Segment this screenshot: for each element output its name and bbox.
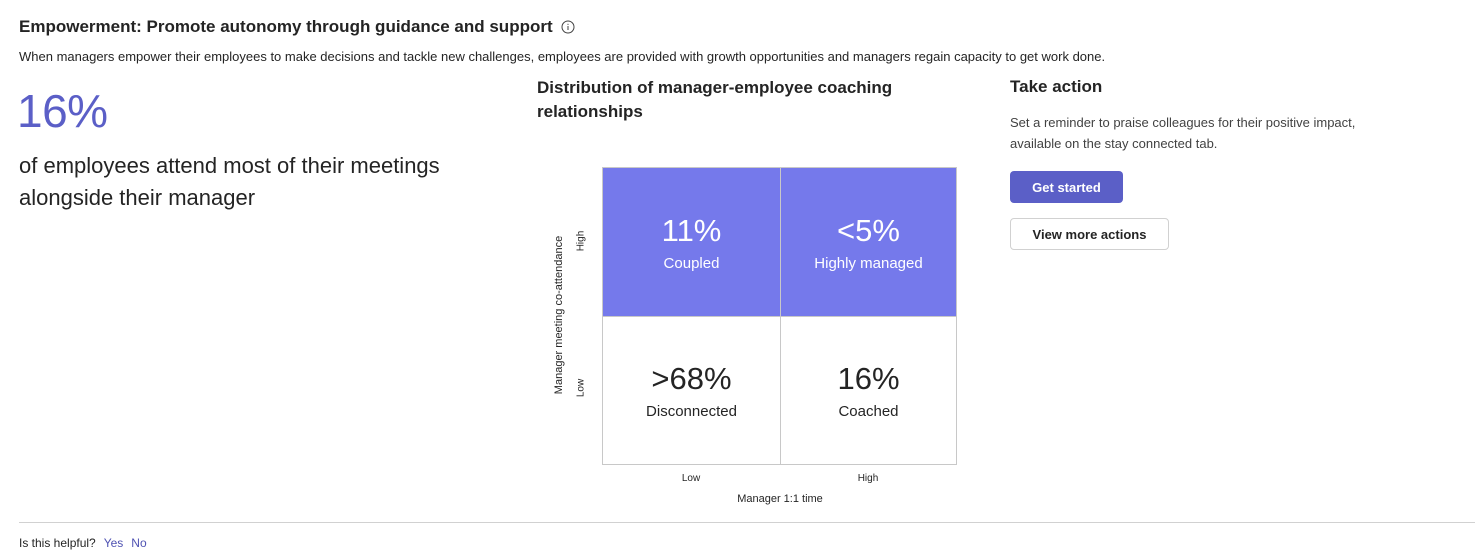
cell-highly-managed: <5% Highly managed — [781, 168, 956, 316]
cell-label: Disconnected — [646, 403, 737, 420]
cell-label: Coupled — [663, 254, 720, 272]
take-action-description: Set a reminder to praise colleagues for … — [1010, 115, 1356, 151]
cell-coached: 16% Coached — [781, 317, 956, 464]
y-tick-high: High — [575, 230, 587, 252]
x-tick-low: Low — [681, 473, 701, 484]
page-subtitle: When managers empower their employees to… — [19, 49, 1106, 64]
headline-percent: 16% — [17, 85, 108, 137]
x-axis-label: Manager 1:1 time — [737, 493, 823, 505]
y-axis-label: Manager meeting co-attendance — [553, 235, 565, 395]
page-title: Empowerment: Promote autonomy through gu… — [19, 17, 553, 36]
info-icon[interactable] — [561, 20, 575, 34]
cell-label: Highly managed — [814, 254, 923, 272]
footer-divider — [19, 522, 1475, 523]
cell-label: Coached — [838, 403, 899, 420]
feedback-no-link[interactable]: No — [131, 536, 147, 550]
y-tick-low: Low — [575, 378, 587, 398]
cell-coupled: 11% Coupled — [603, 168, 780, 316]
cell-value: 16% — [837, 361, 900, 396]
x-tick-high: High — [857, 473, 879, 484]
grid-divider-horizontal — [603, 316, 956, 317]
take-action-title: Take action — [1010, 77, 1103, 96]
view-more-actions-button[interactable]: View more actions — [1010, 218, 1169, 250]
cell-value: <5% — [837, 212, 900, 248]
feedback-bar: Is this helpful? Yes No — [19, 536, 147, 550]
cell-disconnected: >68% Disconnected — [603, 317, 780, 464]
matrix-title: Distribution of manager-employee coachin… — [537, 78, 893, 121]
get-started-button[interactable]: Get started — [1010, 171, 1123, 203]
headline-description: of employees attend most of their meetin… — [19, 153, 440, 210]
coaching-matrix: 11% Coupled <5% Highly managed >68% Disc… — [602, 167, 957, 465]
cell-value: >68% — [651, 361, 732, 396]
cell-value: 11% — [661, 212, 722, 248]
feedback-yes-link[interactable]: Yes — [103, 536, 124, 550]
feedback-question: Is this helpful? — [19, 536, 96, 550]
card-header: Empowerment: Promote autonomy through gu… — [19, 17, 575, 37]
